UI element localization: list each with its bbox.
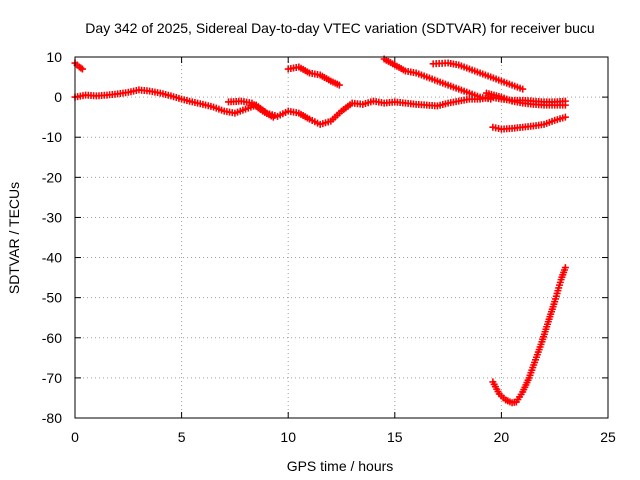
data-marks xyxy=(71,55,569,407)
series-arc-late-low xyxy=(489,113,569,133)
y-tick-label: -60 xyxy=(42,330,62,346)
chart-title: Day 342 of 2025, Sidereal Day-to-day VTE… xyxy=(85,20,594,36)
series-arc-late-deep xyxy=(489,264,569,407)
y-tick-label: -40 xyxy=(42,250,62,266)
x-tick-label: 25 xyxy=(600,429,616,445)
data-point xyxy=(561,113,569,121)
y-tick-label: 0 xyxy=(54,89,62,105)
y-tick-label: -50 xyxy=(42,290,62,306)
x-tick-label: 0 xyxy=(71,429,79,445)
data-point xyxy=(561,264,569,272)
x-axis-label: GPS time / hours xyxy=(287,458,394,474)
y-tick-label: -30 xyxy=(42,209,62,225)
x-tick-label: 20 xyxy=(494,429,510,445)
data-point xyxy=(561,101,569,109)
series-arc-14h xyxy=(380,55,495,103)
series-arc-midday-dip xyxy=(225,97,277,121)
y-axis-label: SDTVAR / TECUs xyxy=(6,182,22,294)
series-arc-19h xyxy=(482,89,569,109)
x-tick-label: 5 xyxy=(178,429,186,445)
data-point xyxy=(519,85,527,93)
x-tick-label: 10 xyxy=(280,429,296,445)
y-tick-label: -20 xyxy=(42,169,62,185)
grid-lines xyxy=(75,57,608,418)
data-point xyxy=(269,113,277,121)
series-arc-10h xyxy=(284,63,343,89)
plot-frame xyxy=(74,56,609,419)
data-point xyxy=(78,65,86,73)
data-point xyxy=(335,81,343,89)
x-tick-label: 15 xyxy=(387,429,403,445)
y-tick-label: -70 xyxy=(42,370,62,386)
y-tick-label: 10 xyxy=(46,49,62,65)
series-arc-17h xyxy=(429,59,527,93)
y-tick-label: -80 xyxy=(42,410,62,426)
y-tick-label: -10 xyxy=(42,129,62,145)
